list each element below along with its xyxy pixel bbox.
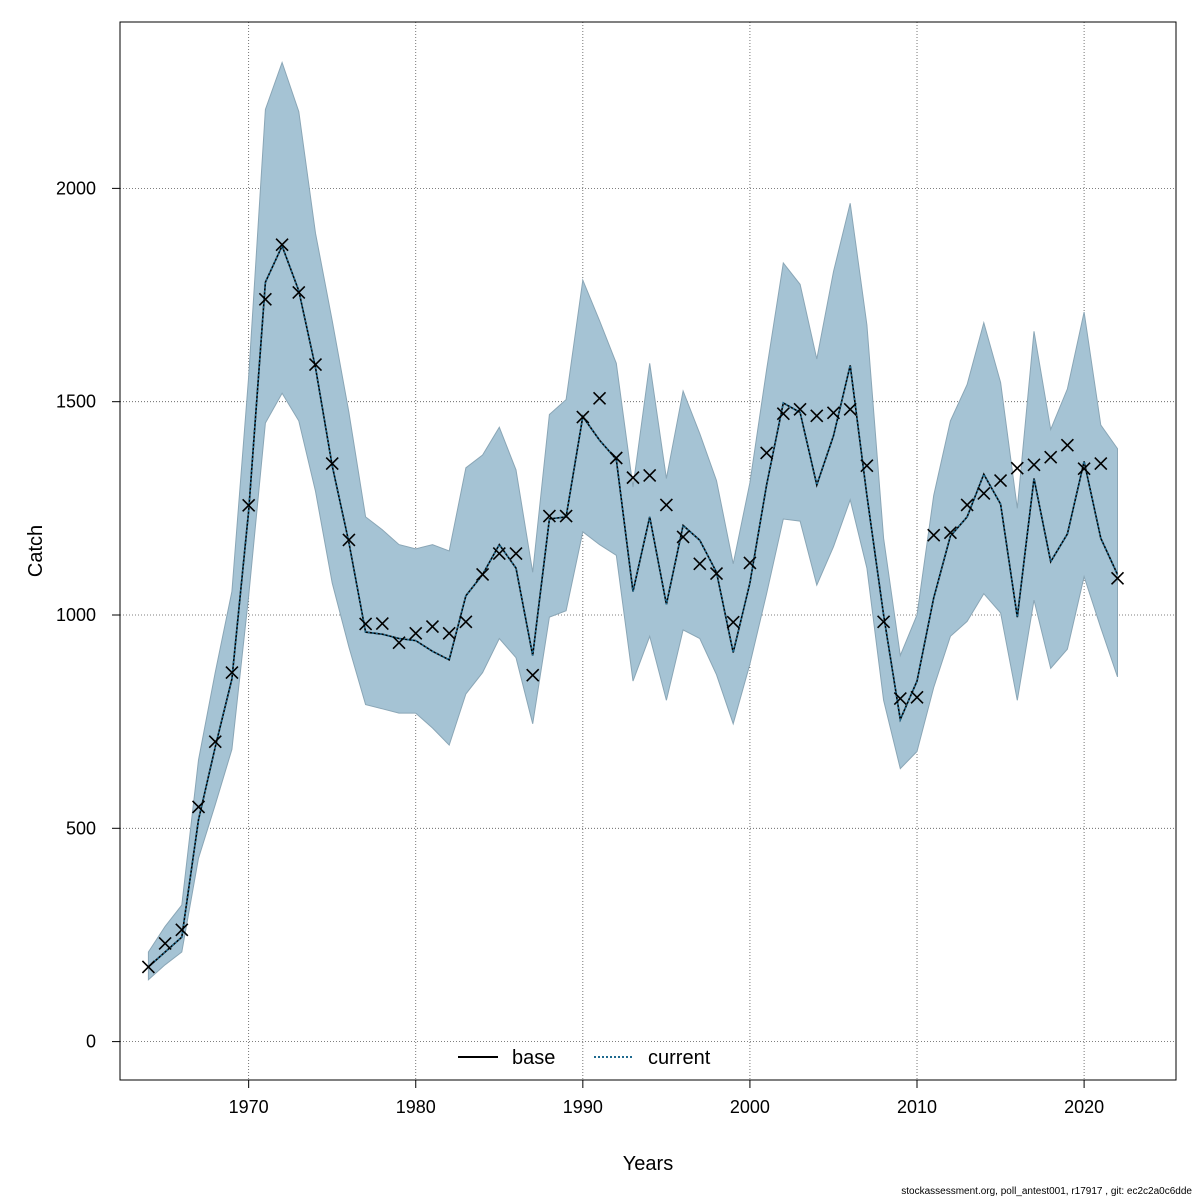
observed-marker-1967 [191, 800, 206, 814]
observed-marker-2000 [743, 556, 757, 570]
observed-marker-2002 [776, 407, 790, 421]
observed-marker-1986 [509, 546, 523, 561]
footer-credit: stockassessment.org, poll_antest001, r17… [901, 1186, 1192, 1197]
y-tick-label-0: 0 [86, 1032, 96, 1052]
observed-marker-2013 [960, 498, 974, 512]
x-axis-title: Years [623, 1153, 673, 1175]
confidence-band [147, 60, 1118, 981]
observed-marker-2008 [877, 615, 891, 629]
observed-marker-1970 [242, 498, 256, 512]
observed-marker-1977 [359, 617, 373, 631]
x-axis: 1970 1980 1990 2000 2010 2020 [229, 1080, 1104, 1117]
y-tick-label-500: 500 [66, 818, 96, 838]
observed-marker-2009 [893, 692, 907, 706]
y-tick-label-2000: 2000 [56, 178, 96, 198]
observed-marker-1984 [476, 567, 490, 582]
x-tick-label-1990: 1990 [563, 1097, 603, 1117]
observed-marker-2004 [810, 409, 824, 423]
observed-marker-1990 [576, 410, 590, 424]
observed-marker-1998 [709, 567, 724, 581]
observed-marker-1979 [392, 636, 406, 650]
x-tick-label-2010: 2010 [897, 1097, 937, 1117]
plot-frame [119, 21, 1177, 1081]
observed-markers [141, 238, 1125, 974]
observed-marker-2006 [843, 402, 857, 416]
observed-marker-1989 [559, 509, 573, 523]
observed-marker-1987 [526, 668, 540, 682]
x-tick-label-1970: 1970 [229, 1097, 269, 1117]
observed-marker-1968 [208, 735, 222, 749]
observed-marker-2022 [1110, 571, 1125, 585]
observed-marker-1966 [175, 923, 189, 937]
observed-marker-2010 [910, 690, 924, 704]
observed-marker-1976 [342, 533, 356, 547]
observed-marker-1988 [542, 509, 556, 523]
observed-marker-2021 [1094, 456, 1108, 471]
observed-marker-1969 [225, 666, 239, 680]
observed-marker-1983 [459, 615, 473, 629]
x-tick-label-1980: 1980 [396, 1097, 436, 1117]
observed-marker-1993 [626, 471, 640, 485]
observed-marker-1964 [141, 960, 155, 974]
y-axis-title: Catch [25, 525, 47, 577]
observed-marker-2011 [927, 528, 941, 542]
observed-marker-2014 [977, 486, 991, 500]
observed-marker-1981 [425, 619, 440, 634]
observed-marker-2003 [793, 402, 807, 416]
observed-marker-1982 [442, 626, 456, 640]
legend: base current [458, 1047, 711, 1069]
observed-marker-1978 [375, 616, 389, 631]
y-tick-label-1500: 1500 [56, 392, 96, 412]
observed-marker-1995 [659, 498, 673, 512]
observed-marker-1971 [258, 292, 272, 306]
x-tick-label-2000: 2000 [730, 1097, 770, 1117]
observed-marker-1997 [693, 557, 707, 571]
observed-marker-2015 [993, 474, 1008, 488]
x-tick-label-2020: 2020 [1064, 1097, 1104, 1117]
observed-marker-1980 [409, 626, 423, 640]
observed-marker-1975 [325, 456, 339, 471]
observed-marker-2017 [1027, 458, 1041, 472]
y-tick-label-1000: 1000 [56, 605, 96, 625]
legend-label-base: base [512, 1047, 555, 1069]
observed-marker-2005 [826, 406, 841, 420]
observed-marker-2016 [1010, 461, 1024, 475]
observed-marker-2019 [1060, 438, 1074, 452]
legend-label-current: current [648, 1047, 711, 1069]
y-axis: 0 500 1000 1500 2000 [56, 178, 120, 1052]
observed-marker-2018 [1044, 450, 1058, 464]
observed-marker-2012 [943, 526, 957, 540]
observed-marker-2001 [760, 446, 774, 460]
observed-marker-1994 [643, 468, 657, 483]
observed-marker-2020 [1077, 462, 1091, 476]
observed-marker-1972 [275, 238, 289, 252]
observed-marker-1996 [676, 530, 690, 544]
series-line-current [147, 243, 1119, 968]
observed-marker-1991 [592, 391, 607, 405]
observed-marker-1985 [492, 546, 506, 561]
observed-marker-1999 [726, 615, 740, 629]
observed-marker-1974 [308, 358, 323, 372]
observed-marker-1965 [158, 936, 172, 951]
observed-marker-2007 [860, 459, 874, 473]
observed-marker-1973 [292, 285, 306, 300]
observed-marker-1992 [609, 451, 623, 465]
